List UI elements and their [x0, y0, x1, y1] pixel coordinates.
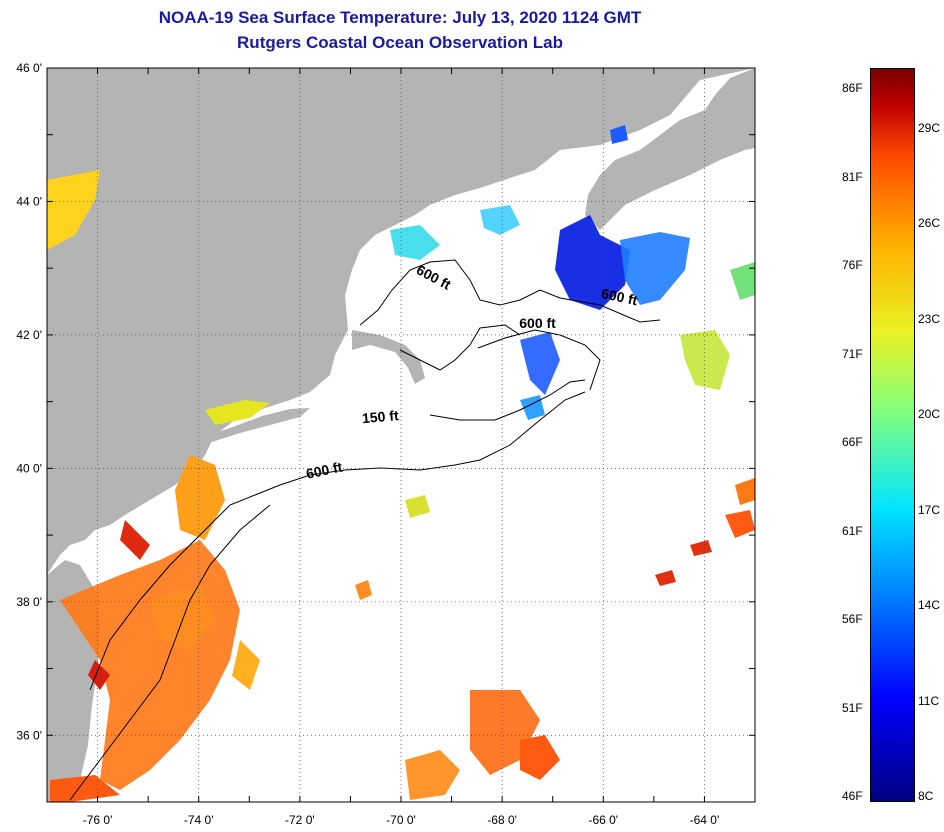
map-title: NOAA-19 Sea Surface Temperature: July 13…	[158, 8, 642, 27]
colorbar-c-label: 20C	[918, 407, 941, 422]
lon-tick-label: -64 0'	[690, 813, 720, 827]
longitude-labels: -76 0' -74 0' -72 0' -70 0' -68 0' -66 0' -64 …	[83, 813, 720, 827]
contour-label: 600 ft	[305, 458, 344, 481]
land-cape-cod	[352, 330, 425, 384]
colorbar-c-label: 26C	[918, 216, 941, 231]
colorbar-f-label: 81F	[842, 169, 863, 184]
land-nova-scotia	[585, 68, 755, 230]
map-subtitle: Rutgers Coastal Ocean Observation Lab	[237, 33, 563, 52]
lat-tick-label: 38 0'	[16, 595, 42, 609]
lat-tick-label: 40 0'	[16, 461, 42, 475]
colorbar-f-label: 46F	[842, 789, 863, 803]
colorbar-f-label: 66F	[842, 435, 863, 449]
colorbar-c-label: 23C	[918, 311, 941, 326]
land-mainland	[47, 68, 755, 575]
latitude-labels: 46 0' 44 0' 42 0' 40 0' 38 0' 36 0'	[16, 61, 42, 742]
colorbar-c-label: 17C	[918, 502, 941, 517]
contour-label: 600 ft	[600, 285, 639, 308]
colorbar-c-label: 29C	[918, 121, 941, 135]
colorbar-c-label: 11C	[918, 693, 940, 708]
tick-marks	[46, 67, 756, 803]
colorbar-f-label: 76F	[842, 258, 863, 272]
lat-tick-label: 46 0'	[16, 61, 42, 75]
colorbar-f-label: 71F	[842, 346, 863, 361]
land-long-island	[200, 408, 310, 442]
lat-tick-label: 44 0'	[16, 194, 42, 208]
colorbar-c-label: 14C	[918, 598, 941, 613]
colorbar-f-label: 61F	[842, 523, 863, 538]
contour-label: 600 ft	[519, 315, 556, 331]
colorbar-c-label: 8C	[918, 789, 934, 803]
lon-tick-label: -66 0'	[588, 813, 618, 827]
contour-label: 150 ft	[361, 407, 399, 426]
colorbar-f-label: 86F	[842, 81, 863, 95]
lon-tick-label: -72 0'	[285, 813, 315, 827]
lon-tick-label: -70 0'	[386, 813, 416, 827]
lon-tick-label: -68 0'	[487, 813, 517, 827]
lon-tick-label: -76 0'	[83, 813, 113, 827]
colorbar-f-label: 56F	[842, 612, 863, 626]
lat-tick-label: 36 0'	[16, 728, 42, 742]
lon-tick-label: -74 0'	[184, 813, 214, 827]
temperature-colorbar	[870, 68, 915, 802]
sst-patches	[47, 125, 755, 802]
colorbar-f-label: 51F	[842, 700, 863, 715]
lat-tick-label: 42 0'	[16, 328, 42, 342]
